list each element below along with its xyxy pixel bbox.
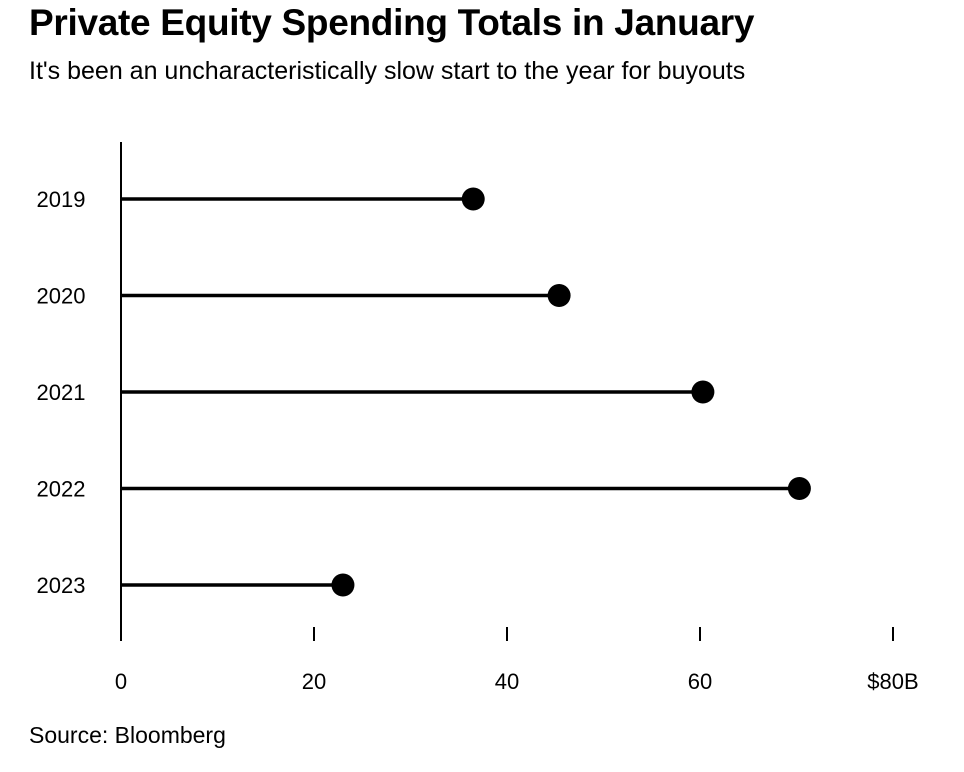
category-label: 2021 xyxy=(37,380,86,405)
chart-subtitle: It's been an uncharacteristically slow s… xyxy=(29,57,746,85)
y-axis-category-labels: 2019 2020 2021 2022 2023 xyxy=(37,187,86,598)
lollipop-dot xyxy=(787,477,811,500)
x-tick-label: 40 xyxy=(495,669,519,694)
lollipop-dot xyxy=(691,380,715,404)
category-label: 2019 xyxy=(37,187,86,212)
x-tick-label: 60 xyxy=(688,669,712,694)
category-label: 2020 xyxy=(37,284,86,309)
chart-marks xyxy=(121,187,811,597)
source-note: Source: Bloomberg xyxy=(29,722,226,748)
chart-title: Private Equity Spending Totals in Januar… xyxy=(29,2,755,43)
lollipop-dot xyxy=(331,573,355,597)
x-tick-label: 0 xyxy=(115,669,127,694)
x-tick-label: $80B xyxy=(867,669,918,694)
lollipop-dot xyxy=(461,187,485,211)
category-label: 2022 xyxy=(37,477,86,502)
lollipop-dot xyxy=(547,284,571,307)
category-label: 2023 xyxy=(37,573,86,598)
x-axis-tick-labels: 0 20 40 60 $80B xyxy=(115,669,919,694)
x-axis-ticks xyxy=(313,627,894,641)
x-tick-label: 20 xyxy=(302,669,326,694)
